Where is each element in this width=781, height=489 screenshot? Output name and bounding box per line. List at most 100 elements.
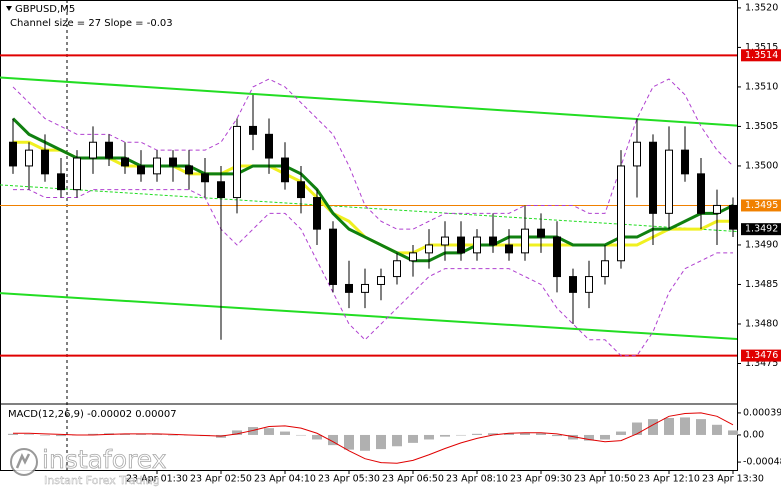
macd-title: MACD(12,26,9) -0.00002 0.00007: [8, 409, 177, 420]
macd-bar: [408, 434, 418, 443]
brand-icon-mark: [15, 452, 31, 469]
candle-body: [105, 141, 113, 159]
macd-bar: [392, 434, 402, 447]
macd-bar: [136, 434, 146, 435]
candle-body: [713, 204, 721, 214]
macd-bar: [424, 434, 434, 440]
candle-body: [281, 157, 289, 183]
level-label: 1.3495: [745, 200, 778, 211]
x-tick-label: 23 Apr 12:10: [638, 474, 700, 485]
panel-arrow: [6, 6, 12, 11]
macd-bar: [8, 433, 18, 435]
macd-bar: [728, 430, 738, 435]
y-tick-label: 1.3510: [745, 81, 778, 92]
candle-body: [489, 236, 497, 246]
brand-name: instaforex: [42, 445, 167, 474]
y-tick-label: 1.3490: [745, 239, 778, 250]
macd-bar: [56, 434, 66, 437]
x-tick-label: 23 Apr 09:30: [510, 474, 572, 485]
macd-bar: [360, 434, 370, 451]
candle-body: [569, 276, 577, 293]
candle-body: [9, 141, 17, 167]
y-tick-label: 1.3520: [745, 2, 778, 13]
candle-body: [681, 149, 689, 175]
candle-body: [73, 157, 81, 191]
candle-body: [201, 173, 209, 183]
macd-bar: [248, 427, 258, 435]
candle-body: [601, 260, 609, 278]
candle-body: [505, 244, 513, 254]
candle-body: [89, 141, 97, 159]
macd-bar: [264, 428, 274, 435]
indicator-line: [13, 189, 733, 357]
y-tick-label: 1.3480: [745, 318, 778, 329]
macd-bar: [40, 434, 50, 436]
candle-body: [313, 197, 321, 230]
macd-bar: [280, 431, 290, 435]
channel-line: [0, 76, 738, 127]
macd-bar: [552, 434, 562, 437]
macd-bar: [88, 433, 98, 435]
candle-body: [265, 133, 273, 159]
macd-bar: [120, 433, 130, 435]
macd-bar: [568, 434, 578, 440]
plot-frame: [0, 0, 738, 471]
macd-bar: [488, 433, 498, 435]
level-label: 1.3476: [745, 350, 778, 361]
macd-bar: [232, 430, 242, 435]
macd-bar: [472, 433, 482, 435]
x-tick-label: 23 Apr 04:10: [254, 474, 316, 485]
candle-body: [393, 260, 401, 278]
macd-signal: [13, 412, 734, 464]
candle-body: [649, 141, 657, 214]
candle-body: [153, 157, 161, 175]
macd-bar: [168, 434, 178, 436]
candle-body: [217, 181, 225, 199]
macd-bar: [312, 434, 322, 440]
level-label: 1.3492: [745, 224, 778, 235]
candle-body: [729, 204, 737, 230]
level-label-box: [741, 49, 781, 62]
candle-body: [233, 125, 241, 199]
candle-body: [41, 149, 49, 175]
x-tick-label: 23 Apr 08:10: [446, 474, 508, 485]
candle-body: [329, 228, 337, 285]
brand-logo: instaforex Instant Forex Trading: [10, 445, 167, 487]
macd-bar: [440, 434, 450, 437]
macd-bar: [376, 434, 386, 450]
macd-bar: [536, 433, 546, 435]
candle-body: [377, 276, 385, 285]
candle-body: [169, 157, 177, 167]
macd-bar: [616, 431, 626, 435]
candle-body: [633, 141, 641, 167]
candle-body: [617, 165, 625, 262]
candle-body: [553, 236, 561, 278]
level-label: 1.3514: [745, 50, 778, 61]
candle-body: [441, 236, 449, 246]
macd-tick-label: 0.00039: [743, 407, 781, 418]
candle-body: [521, 228, 529, 254]
macd-bar: [24, 434, 34, 435]
indicator-line: [11, 117, 734, 263]
candle-body: [697, 173, 705, 214]
macd-bar: [664, 418, 674, 435]
macd-bar: [456, 434, 466, 436]
candle-body: [665, 149, 673, 214]
macd-bar: [648, 419, 658, 435]
candle-body: [345, 283, 353, 293]
candle-body: [57, 173, 65, 191]
macd-bar: [632, 422, 642, 435]
channel-line: [0, 184, 738, 233]
chart-title: GBPUSD,M5: [15, 4, 75, 15]
macd-bar: [520, 432, 530, 435]
y-tick-label: 1.3515: [745, 42, 778, 53]
candle-body: [473, 236, 481, 254]
chart-subtitle: Channel size = 27 Slope = -0.03: [10, 18, 173, 29]
macd-bar: [152, 434, 162, 435]
x-tick-label: 23 Apr 05:30: [318, 474, 380, 485]
x-tick-label: 23 Apr 10:50: [574, 474, 636, 485]
brand-tagline: Instant Forex Trading: [44, 474, 160, 487]
y-tick-label: 1.3500: [745, 160, 778, 171]
